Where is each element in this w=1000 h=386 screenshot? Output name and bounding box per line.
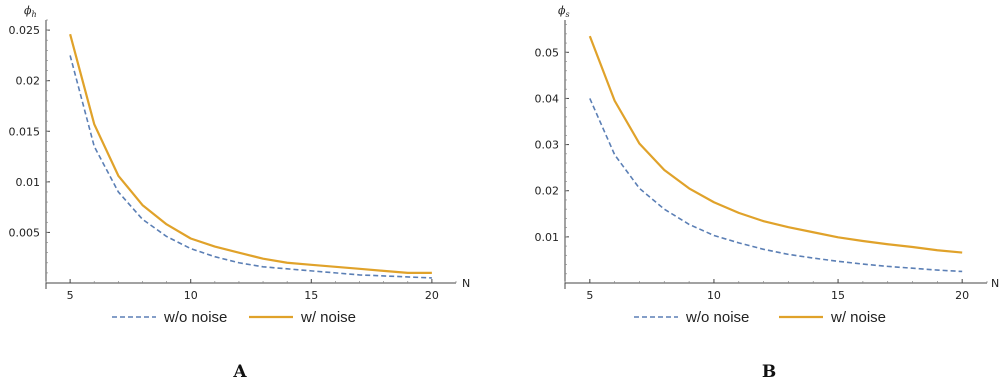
- y-axis-title: ϕs: [558, 4, 570, 19]
- x-tick-label: 5: [67, 289, 74, 302]
- y-axis-title: ϕh: [24, 4, 37, 19]
- x-tick-label: 20: [955, 289, 969, 302]
- x-axis-title: N: [991, 277, 999, 290]
- x-tick-label: 5: [586, 289, 593, 302]
- x-tick-label: 10: [184, 289, 198, 302]
- y-tick-label: 0.02: [16, 75, 41, 88]
- x-tick-label: 15: [304, 289, 318, 302]
- series-line-with-noise: [69, 33, 432, 274]
- series-line-with-noise: [588, 35, 963, 254]
- y-tick-label: 0.005: [9, 226, 41, 239]
- legend-label: w/o noise: [685, 309, 749, 326]
- series-line-without-noise: [69, 55, 432, 279]
- x-tick-label: 10: [707, 289, 721, 302]
- x-tick-label: 20: [425, 289, 439, 302]
- legend-label: w/o noise: [163, 309, 227, 326]
- y-tick-label: 0.01: [16, 176, 41, 189]
- chart-panel-A: 0.005 0.01 0.015 0.02 0.025 5 10 15 20 ϕh Nw/o noi…: [9, 4, 471, 382]
- legend-label: w/ noise: [300, 309, 356, 326]
- y-tick-label: 0.025: [9, 24, 41, 37]
- panel-label: B: [762, 362, 776, 382]
- y-tick-label: 0.01: [535, 231, 560, 244]
- legend-label: w/ noise: [830, 309, 886, 326]
- y-tick-label: 0.03: [535, 139, 560, 152]
- chart-panel-B: 0.01 0.02 0.03 0.04 0.05 5 10 15 20 ϕs Nw/o noise w…: [535, 4, 1000, 382]
- x-tick-label: 15: [831, 289, 845, 302]
- x-axis-title: N: [462, 277, 470, 290]
- y-tick-label: 0.02: [535, 185, 560, 198]
- y-tick-label: 0.015: [9, 125, 41, 138]
- y-tick-label: 0.04: [535, 92, 560, 105]
- panel-label: A: [232, 362, 247, 382]
- y-tick-label: 0.05: [535, 46, 560, 59]
- series-line-without-noise: [589, 98, 963, 273]
